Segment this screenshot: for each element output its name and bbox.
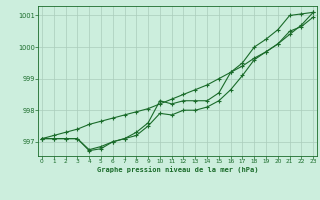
X-axis label: Graphe pression niveau de la mer (hPa): Graphe pression niveau de la mer (hPa) — [97, 166, 258, 173]
